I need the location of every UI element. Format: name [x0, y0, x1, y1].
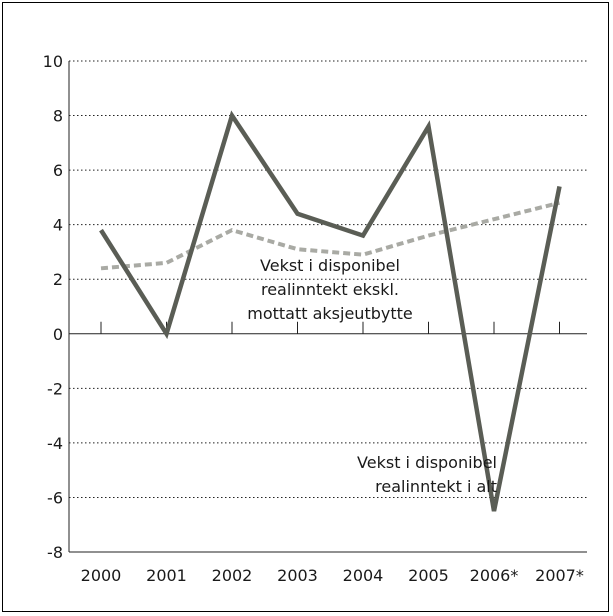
x-tick-label-6: 2006*: [470, 566, 519, 585]
annotation-excl-dividends-line-1: Vekst i disponibel: [260, 256, 400, 275]
y-tick-label-8: 8: [53, 107, 63, 126]
y-tick-label--2: -2: [47, 379, 63, 398]
series-line-excl-dividends: [100, 200, 560, 271]
annotation-excl-dividends-line-3: mottatt aksjeutbytte: [247, 304, 412, 323]
y-tick-label-4: 4: [53, 216, 63, 235]
y-axis: 10 8 6 4 2 0 -2 -4 -6 -8: [43, 52, 70, 562]
y-tick-label-2: 2: [53, 270, 63, 289]
series-group: [99, 110, 562, 512]
x-tick-label-2: 2002: [212, 566, 253, 585]
annotation-total-line-1: Vekst i disponibel: [357, 453, 497, 472]
y-tick-label--6: -6: [47, 488, 63, 507]
annotation-total-line-2: realinntekt i alt: [375, 477, 497, 496]
annotation-excl-dividends-line-2: realinntekt ekskl.: [261, 280, 399, 299]
y-tick-label--4: -4: [47, 434, 63, 453]
x-tick-label-1: 2001: [146, 566, 187, 585]
y-tick-label--8: -8: [47, 543, 63, 562]
x-tick-label-5: 2005: [408, 566, 449, 585]
x-tick-label-7: 2007*: [535, 566, 584, 585]
x-tick-label-0: 2000: [81, 566, 122, 585]
y-tick-label-0: 0: [53, 325, 63, 344]
series-line-total: [99, 110, 562, 512]
x-tick-label-4: 2004: [343, 566, 384, 585]
x-tick-label-3: 2003: [277, 566, 318, 585]
x-axis: 2000 2001 2002 2003 2004 2005 2006* 2007*: [69, 321, 587, 585]
y-tick-label-6: 6: [53, 161, 63, 180]
y-tick-label-10: 10: [43, 52, 63, 71]
